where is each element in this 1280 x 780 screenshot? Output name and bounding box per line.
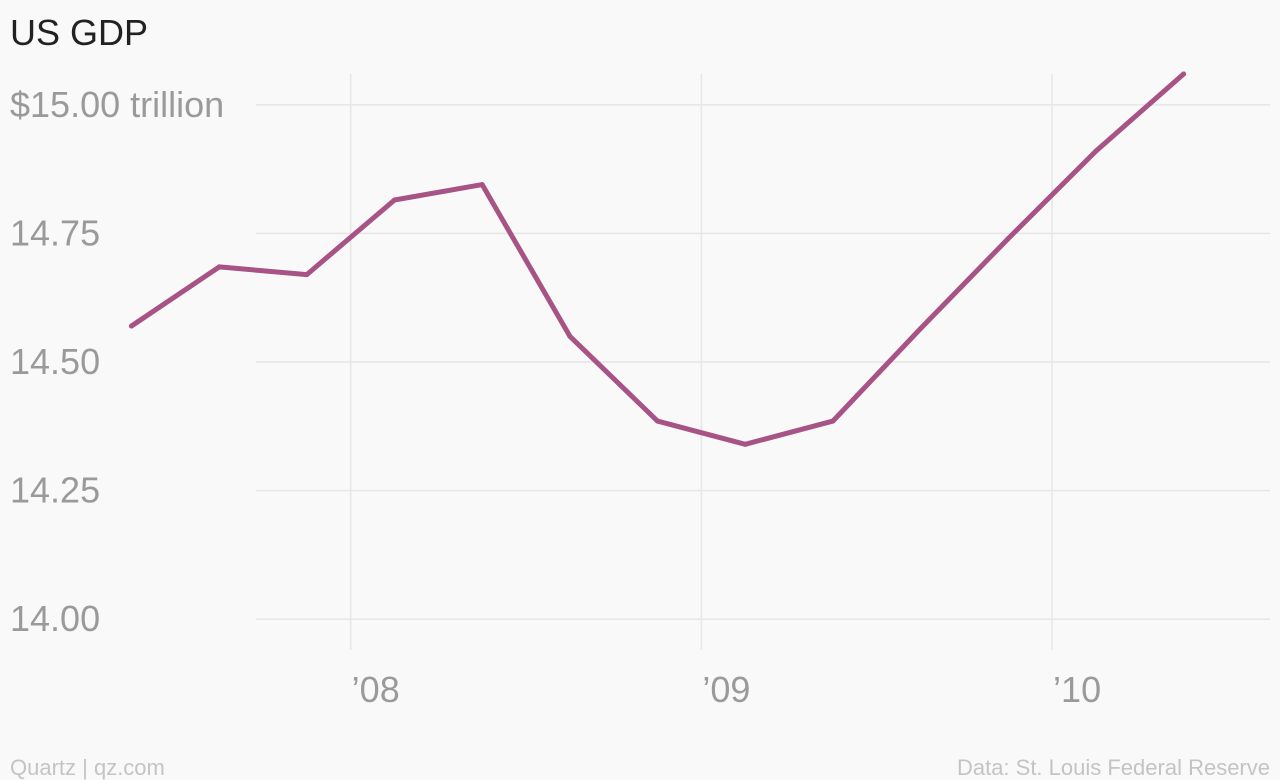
y-tick-label: $15.00 trillion [10, 84, 224, 125]
data-point [918, 326, 923, 332]
data-point [1005, 236, 1011, 242]
x-axis-labels: ’08 ’09 ’10 [352, 669, 1101, 710]
x-tick-label: ’10 [1053, 669, 1101, 710]
data-point [216, 264, 222, 270]
data-point [1093, 148, 1099, 154]
data-point [567, 333, 573, 339]
data-point [304, 272, 310, 278]
x-tick-label: ’09 [702, 669, 750, 710]
y-axis-labels: 14.00 14.25 14.50 14.75 $15.00 trillion [10, 84, 224, 639]
data-point [742, 441, 748, 447]
grid [256, 74, 1270, 650]
footer-source-right: Data: St. Louis Federal Reserve [957, 755, 1270, 780]
y-tick-label: 14.25 [10, 470, 100, 511]
data-point [655, 418, 660, 424]
data-point [479, 182, 485, 188]
data-point [392, 197, 397, 203]
chart-title: US GDP [10, 12, 148, 53]
y-tick-label: 14.00 [10, 598, 100, 639]
footer-source-left: Quartz | qz.com [10, 755, 165, 780]
series-line [129, 71, 1187, 447]
data-point [1181, 71, 1187, 77]
y-tick-label: 14.50 [10, 341, 100, 382]
y-tick-label: 14.75 [10, 212, 100, 253]
series-group [129, 71, 1187, 447]
x-tick-label: ’08 [352, 669, 400, 710]
data-point [129, 323, 134, 329]
data-point [830, 418, 836, 424]
